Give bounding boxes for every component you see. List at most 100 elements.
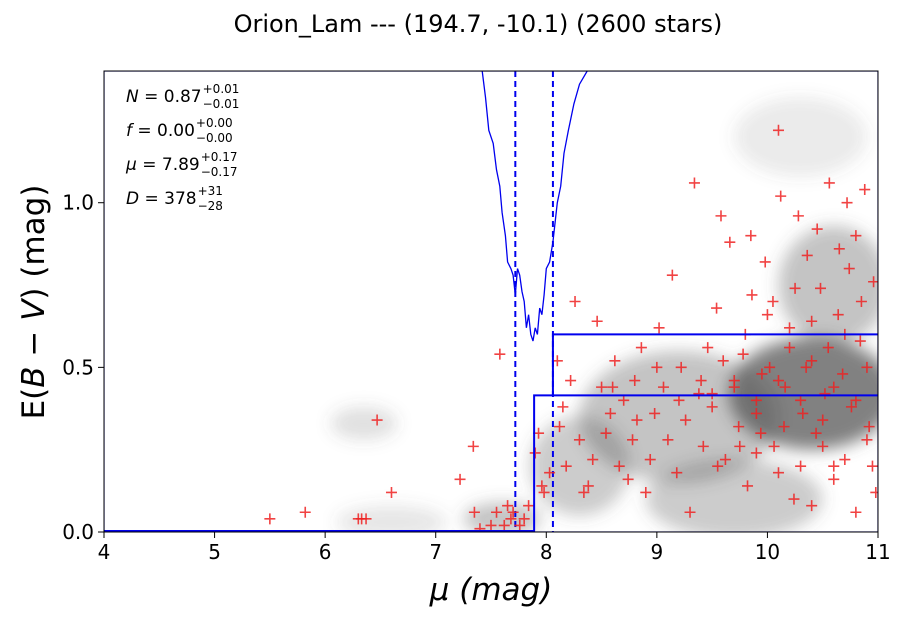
star-marker bbox=[750, 394, 762, 406]
star-marker bbox=[779, 381, 791, 393]
star-marker bbox=[569, 296, 581, 307]
star-marker bbox=[719, 454, 731, 466]
star-marker bbox=[717, 355, 729, 367]
star-marker bbox=[680, 414, 692, 426]
star-marker bbox=[850, 230, 862, 242]
star-marker bbox=[675, 361, 687, 373]
fit-parameter-symbol: μ bbox=[125, 155, 137, 175]
star-marker bbox=[715, 210, 727, 222]
star-marker bbox=[797, 407, 809, 419]
star-marker bbox=[264, 513, 276, 525]
y-tick-label: 1.0 bbox=[62, 191, 94, 215]
density-blob bbox=[463, 502, 541, 532]
star-marker bbox=[565, 375, 577, 387]
star-marker bbox=[837, 368, 849, 380]
star-marker bbox=[385, 486, 397, 498]
star-marker bbox=[868, 276, 878, 288]
star-marker bbox=[507, 506, 519, 518]
star-marker bbox=[724, 236, 736, 248]
star-marker bbox=[772, 375, 784, 387]
star-marker bbox=[850, 394, 862, 406]
star-marker bbox=[613, 460, 625, 472]
star-marker bbox=[742, 480, 754, 492]
fit-parameter-lower: −0.01 bbox=[203, 97, 240, 111]
star-marker bbox=[554, 421, 566, 433]
x-tick-label: 4 bbox=[98, 540, 111, 564]
star-marker bbox=[684, 506, 696, 518]
x-tick-label: 6 bbox=[319, 540, 332, 564]
star-marker bbox=[604, 407, 616, 419]
star-marker bbox=[828, 381, 840, 393]
star-marker bbox=[371, 414, 383, 426]
star-marker bbox=[823, 177, 835, 189]
star-marker bbox=[560, 460, 572, 472]
star-marker bbox=[845, 401, 857, 413]
x-tick-label: 9 bbox=[650, 540, 663, 564]
star-marker bbox=[768, 440, 780, 452]
star-marker bbox=[854, 335, 866, 347]
star-marker bbox=[863, 421, 875, 433]
star-marker bbox=[728, 381, 740, 393]
star-marker bbox=[833, 243, 845, 255]
x-tick-label: 7 bbox=[429, 540, 442, 564]
star-marker bbox=[573, 434, 585, 446]
star-marker bbox=[828, 460, 840, 472]
star-marker bbox=[767, 296, 779, 307]
star-marker bbox=[737, 348, 749, 360]
star-marker bbox=[498, 519, 510, 531]
star-marker bbox=[772, 124, 784, 136]
fit-parameter-lower: −0.00 bbox=[196, 131, 233, 145]
star-marker bbox=[607, 381, 619, 393]
star-marker bbox=[536, 480, 548, 492]
star-marker bbox=[850, 506, 862, 518]
density-blob bbox=[330, 406, 398, 440]
distance-posterior-line bbox=[481, 71, 588, 342]
star-marker bbox=[640, 486, 652, 498]
star-marker bbox=[861, 361, 873, 373]
star-marker bbox=[491, 506, 503, 518]
star-marker bbox=[649, 407, 661, 419]
chart-title: Orion_Lam --- (194.7, -10.1) (2600 stars… bbox=[234, 10, 723, 38]
star-marker bbox=[662, 434, 674, 446]
star-marker bbox=[360, 513, 372, 525]
x-tick-label: 10 bbox=[755, 540, 780, 564]
star-marker bbox=[544, 467, 556, 479]
star-marker bbox=[795, 460, 807, 472]
y-axis-label-prefix: E( bbox=[16, 388, 52, 420]
star-marker bbox=[759, 256, 771, 268]
star-marker bbox=[859, 184, 871, 196]
fit-parameter-upper: +0.00 bbox=[196, 116, 233, 130]
x-axis-label: μ (mag) bbox=[429, 572, 553, 608]
star-marker bbox=[631, 414, 643, 426]
star-marker bbox=[529, 447, 541, 459]
star-marker bbox=[750, 447, 762, 459]
star-marker bbox=[600, 427, 612, 439]
extinction-upper-line bbox=[551, 333, 878, 396]
star-marker bbox=[653, 322, 665, 334]
star-marker bbox=[702, 342, 714, 354]
star-marker bbox=[746, 289, 758, 301]
fit-parameter: N = 0.87 bbox=[126, 87, 202, 107]
fit-parameter-upper: +0.01 bbox=[203, 82, 240, 96]
star-marker bbox=[671, 467, 683, 479]
fit-parameter-lower: −28 bbox=[198, 199, 223, 213]
extinction-step-line bbox=[104, 394, 878, 532]
star-marker bbox=[800, 361, 812, 373]
star-marker bbox=[518, 513, 530, 525]
fit-parameter-symbol: D bbox=[126, 189, 139, 209]
star-marker bbox=[627, 434, 639, 446]
star-marker bbox=[618, 394, 630, 406]
star-marker bbox=[706, 388, 718, 400]
star-marker bbox=[578, 486, 590, 498]
star-marker bbox=[815, 282, 827, 294]
density-blob bbox=[734, 97, 867, 177]
y-axis-label-suffix: ) (mag) bbox=[16, 185, 52, 300]
star-marker bbox=[832, 309, 844, 321]
fit-parameter-value: = 0.00 bbox=[132, 121, 195, 141]
star-marker bbox=[622, 473, 634, 485]
fit-parameter-value: = 7.89 bbox=[137, 155, 200, 175]
star-marker bbox=[810, 427, 822, 439]
star-marker bbox=[772, 467, 784, 479]
x-tick-label: 11 bbox=[865, 540, 890, 564]
star-marker bbox=[761, 309, 773, 321]
